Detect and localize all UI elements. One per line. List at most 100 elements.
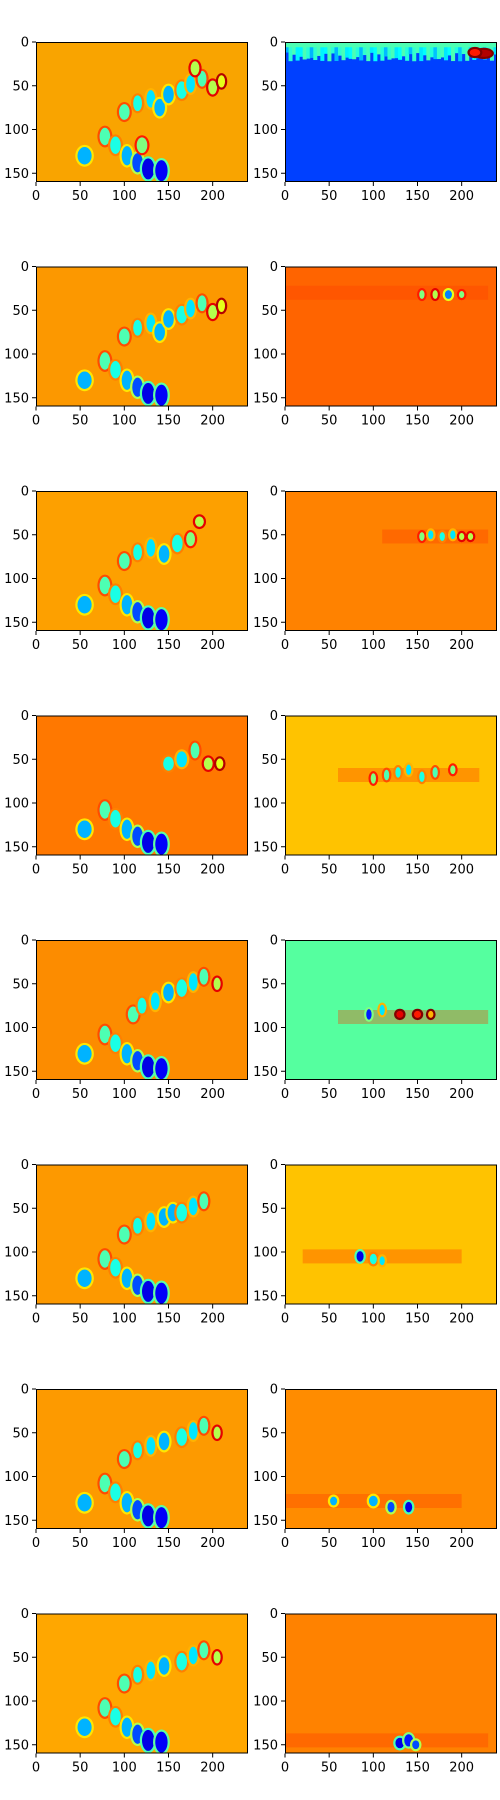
x-tick-label: 0 bbox=[281, 1761, 289, 1776]
band-cell bbox=[454, 42, 459, 54]
y-tick-label: 50 bbox=[261, 1426, 278, 1441]
y-tick-label: 150 bbox=[253, 1289, 278, 1304]
band-cell bbox=[493, 42, 497, 55]
x-tick-label: 100 bbox=[112, 189, 137, 204]
heatmap-blob bbox=[412, 1740, 420, 1750]
band-cell bbox=[398, 42, 403, 60]
y-tick-label: 50 bbox=[261, 1651, 278, 1666]
heatmap-blob bbox=[119, 328, 130, 345]
y-tick-label: 50 bbox=[12, 528, 29, 543]
band-cell bbox=[447, 42, 452, 56]
heatmap-blob bbox=[199, 968, 209, 985]
heatmap-blob bbox=[99, 576, 111, 595]
heatmap-blob bbox=[163, 310, 174, 328]
heatmap-panel-r6-c0: 0 50 100 150 200 0 50 100 150 bbox=[4, 1383, 248, 1551]
band-cell bbox=[330, 42, 335, 54]
x-tick-label: 150 bbox=[405, 1087, 430, 1102]
heatmap-blob bbox=[188, 1646, 198, 1665]
y-tick-label: 50 bbox=[261, 1202, 278, 1217]
x-tick-label: 100 bbox=[361, 1536, 386, 1551]
heatmap-blob bbox=[142, 1280, 155, 1302]
x-tick-label: 0 bbox=[281, 414, 289, 429]
heatmap-blob bbox=[121, 1268, 133, 1288]
heatmap-panel-r7-c1: 0 50 100 150 200 0 50 100 150 bbox=[253, 1607, 497, 1776]
band-cell bbox=[288, 42, 293, 62]
heatmap-blob bbox=[110, 585, 121, 603]
axes-frame bbox=[36, 266, 248, 407]
axes-frame bbox=[285, 715, 497, 856]
axes-frame bbox=[285, 940, 497, 1080]
heatmap-blob bbox=[99, 1250, 111, 1268]
heatmap-blob bbox=[155, 833, 168, 855]
y-tick-label: 0 bbox=[270, 1383, 278, 1398]
heatmap-blob bbox=[155, 1058, 168, 1080]
x-tick-label: 100 bbox=[112, 1536, 137, 1551]
heatmap-blob bbox=[163, 756, 174, 771]
x-tick-label: 0 bbox=[32, 1536, 40, 1551]
band-cell bbox=[405, 42, 410, 61]
band-cell bbox=[383, 42, 388, 57]
y-tick-label: 100 bbox=[4, 797, 29, 812]
band-cell bbox=[362, 42, 367, 56]
band-cell bbox=[327, 42, 332, 62]
y-tick-label: 150 bbox=[4, 1289, 29, 1304]
heatmap-top-band bbox=[285, 42, 497, 62]
heatmap-blob bbox=[428, 1010, 434, 1018]
heatmap-blob bbox=[133, 544, 142, 561]
band-cell bbox=[309, 42, 314, 58]
y-tick-label: 100 bbox=[253, 348, 278, 363]
y-tick-label: 50 bbox=[12, 1202, 29, 1217]
y-tick-label: 100 bbox=[4, 1021, 29, 1036]
heatmap-blob bbox=[379, 1256, 385, 1266]
x-tick-label: 100 bbox=[361, 638, 386, 653]
axes-frame bbox=[36, 940, 248, 1080]
band-cell bbox=[394, 42, 399, 59]
axes-frame bbox=[285, 1164, 497, 1305]
x-tick-label: 0 bbox=[281, 1536, 289, 1551]
axes-frame bbox=[36, 42, 248, 182]
heatmap-panel-r5-c0: 0 50 100 150 200 0 50 100 150 bbox=[4, 1158, 248, 1327]
y-tick-label: 0 bbox=[270, 260, 278, 275]
heatmap-panel-r3-c0: 0 50 100 150 200 0 50 100 150 bbox=[4, 709, 248, 878]
x-tick-label: 0 bbox=[32, 189, 40, 204]
heatmap-blob bbox=[197, 295, 207, 312]
heatmap-blob bbox=[405, 1501, 413, 1513]
heatmap-blob bbox=[190, 742, 200, 759]
band-cell bbox=[380, 42, 385, 61]
heatmap-blob bbox=[119, 1451, 130, 1467]
y-tick-label: 50 bbox=[12, 1651, 29, 1666]
x-tick-label: 0 bbox=[32, 1761, 40, 1776]
y-tick-label: 150 bbox=[4, 1065, 29, 1080]
x-tick-label: 50 bbox=[321, 863, 338, 878]
heatmap-blob bbox=[155, 1507, 168, 1529]
band-cell bbox=[334, 42, 339, 62]
heatmap-blob bbox=[419, 290, 425, 299]
heatmap-blob bbox=[77, 1045, 92, 1063]
heatmap-blob bbox=[110, 1708, 121, 1726]
heatmap-blob bbox=[366, 1009, 372, 1020]
band-cell bbox=[415, 42, 420, 54]
heatmap-blob bbox=[121, 370, 133, 390]
heatmap-blob bbox=[450, 530, 456, 540]
heatmap-panel-r4-c1: 0 50 100 150 200 0 50 100 150 bbox=[253, 934, 497, 1102]
x-tick-label: 50 bbox=[72, 414, 89, 429]
heatmap-blob bbox=[146, 1437, 156, 1455]
heatmap-blob bbox=[142, 607, 155, 629]
band-cell bbox=[359, 42, 364, 61]
heatmap-blob bbox=[119, 553, 130, 569]
x-tick-label: 100 bbox=[361, 1761, 386, 1776]
x-tick-label: 50 bbox=[321, 1761, 338, 1776]
heatmap-blob bbox=[77, 1494, 92, 1512]
heatmap-blob bbox=[110, 1483, 121, 1501]
band-cell bbox=[401, 42, 406, 57]
axes-frame bbox=[285, 1389, 497, 1529]
heatmap-blob bbox=[419, 771, 425, 782]
y-tick-label: 0 bbox=[21, 485, 29, 500]
y-tick-label: 0 bbox=[21, 1158, 29, 1173]
axes-frame bbox=[36, 1164, 248, 1305]
y-tick-label: 0 bbox=[21, 1607, 29, 1622]
y-tick-label: 50 bbox=[12, 304, 29, 319]
heatmap-blob bbox=[121, 146, 133, 166]
band-cell bbox=[412, 42, 417, 62]
heatmap-blob bbox=[133, 1442, 142, 1459]
